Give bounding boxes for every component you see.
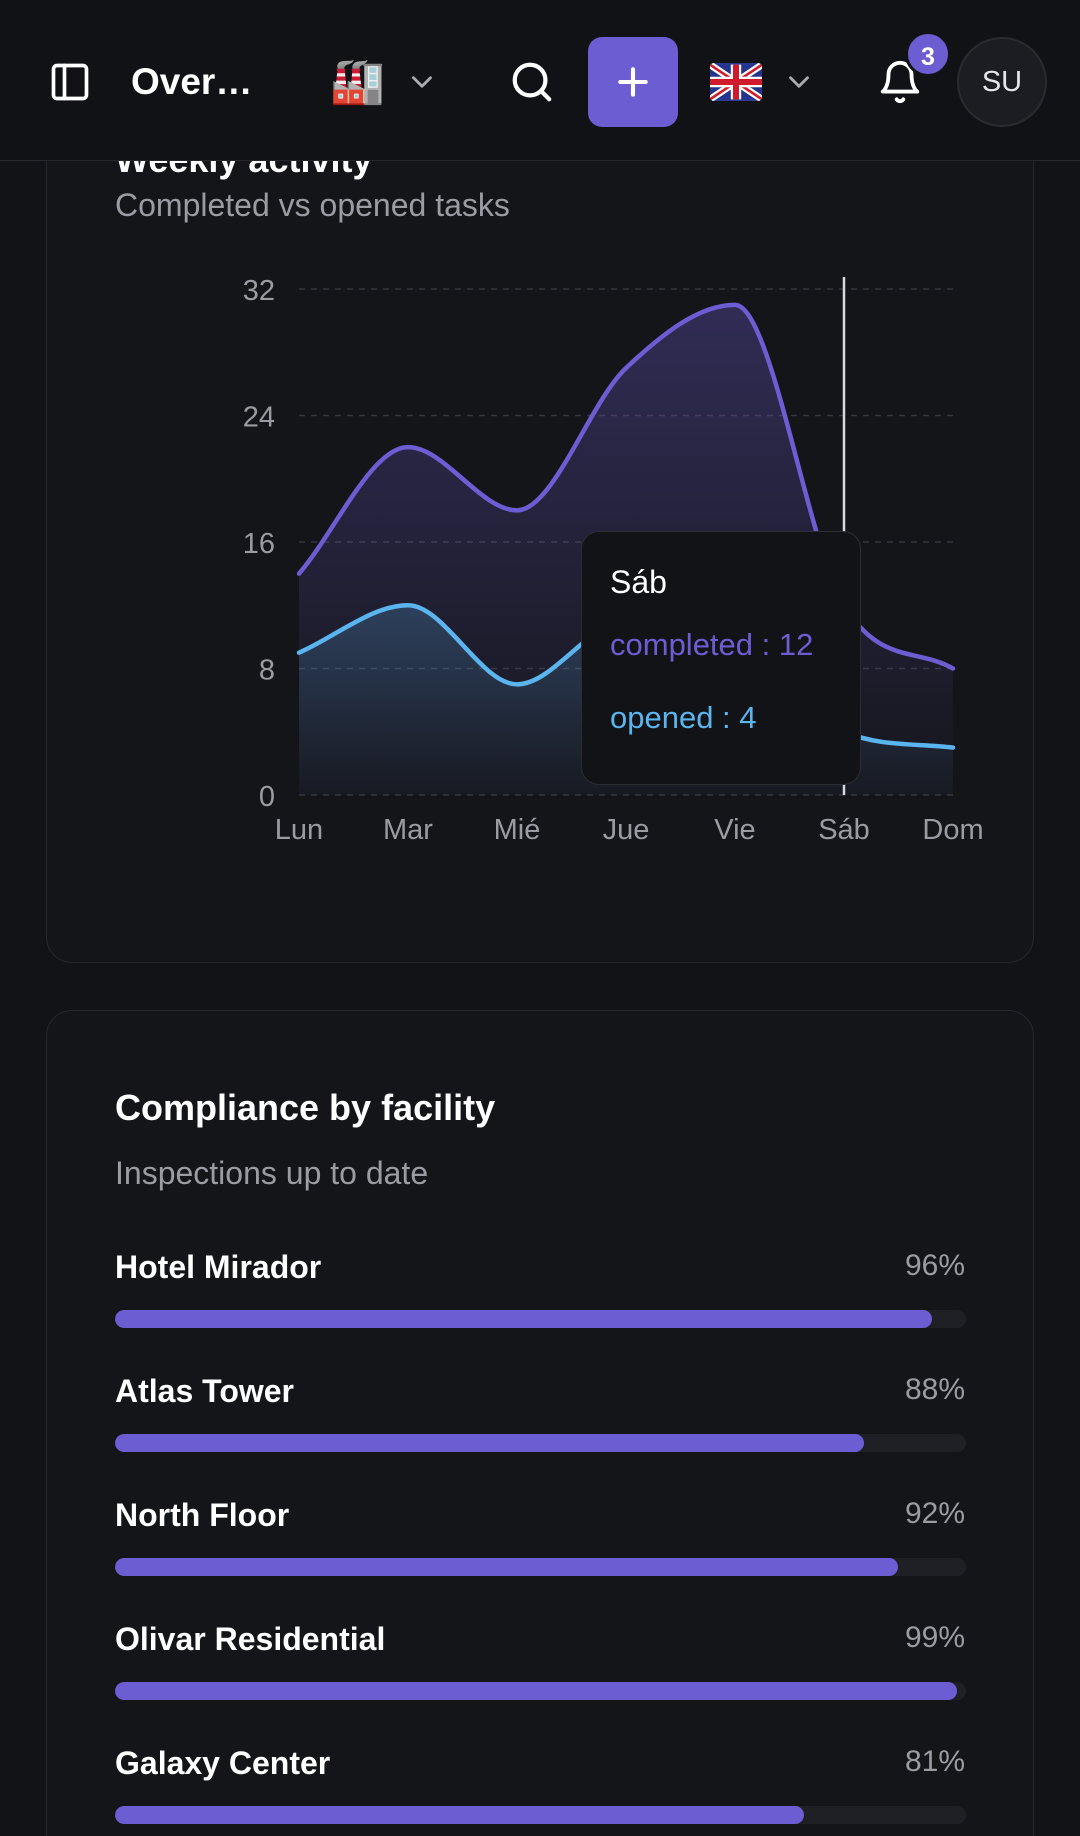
compliance-bar-fill — [115, 1806, 805, 1824]
compliance-bar-track — [115, 1434, 966, 1452]
card-title: Compliance by facility — [115, 1087, 496, 1128]
chevron-down-icon — [789, 76, 809, 88]
y-tick-label: 16 — [243, 528, 275, 560]
compliance-bar-track — [115, 1682, 966, 1700]
y-tick-label: 32 — [243, 275, 275, 307]
search-button[interactable] — [506, 56, 558, 108]
chart-tooltip: Sáb completed : 12 opened : 4 — [581, 531, 861, 785]
facility-name: Olivar Residential — [115, 1621, 386, 1657]
x-tick-label: Sáb — [818, 814, 870, 846]
compliance-percent: 99% — [904, 1621, 965, 1654]
x-tick-label: Jue — [603, 814, 650, 846]
compliance-bar-track — [115, 1310, 966, 1328]
card-subtitle: Inspections up to date — [115, 1155, 429, 1191]
x-tick-label: Vie — [714, 814, 755, 846]
compliance-percent: 88% — [904, 1373, 965, 1406]
plus-icon — [618, 67, 648, 97]
tooltip-day: Sáb — [610, 564, 667, 600]
language-selector[interactable] — [710, 50, 820, 114]
weekly-activity-card: Weekly activity Completed vs opened task… — [46, 100, 1034, 963]
y-tick-label: 0 — [259, 781, 275, 813]
notifications-button[interactable] — [872, 54, 928, 110]
factory-icon: 🏭 — [330, 57, 385, 106]
x-tick-label: Mar — [383, 814, 433, 846]
x-tick-label: Lun — [275, 814, 323, 846]
facility-name: North Floor — [115, 1497, 290, 1533]
compliance-bar-track — [115, 1558, 966, 1576]
top-header: Overview 🏭 — [0, 0, 1080, 161]
page-title: Overview — [131, 61, 271, 102]
weekly-activity-chart[interactable]: 0 8 16 24 32 Lun Mar Mié Jue Vie Sáb Dom — [47, 101, 1035, 964]
compliance-percent: 92% — [904, 1497, 965, 1530]
facility-name: Atlas Tower — [115, 1373, 294, 1409]
card-subtitle: Completed vs opened tasks — [115, 187, 510, 223]
bell-icon — [880, 61, 920, 103]
y-tick-label: 24 — [243, 402, 275, 434]
facility-selector[interactable]: 🏭 — [330, 50, 440, 114]
compliance-percent: 81% — [904, 1745, 965, 1778]
sidebar-icon — [51, 63, 89, 101]
facility-name: Galaxy Center — [115, 1745, 331, 1781]
compliance-percent: 96% — [904, 1249, 965, 1282]
search-icon — [512, 62, 552, 102]
compliance-bar-track — [115, 1806, 966, 1824]
chevron-down-icon — [411, 76, 432, 88]
sidebar-toggle-button[interactable] — [46, 58, 94, 106]
compliance-bar-fill — [115, 1682, 958, 1700]
notification-badge: 3 — [905, 31, 951, 77]
x-tick-label: Mié — [494, 814, 541, 846]
x-tick-label: Dom — [922, 814, 983, 846]
compliance-bar-fill — [115, 1434, 864, 1452]
y-tick-label: 8 — [259, 655, 275, 687]
add-button[interactable] — [588, 37, 678, 127]
user-avatar[interactable]: SU — [957, 37, 1047, 127]
compliance-card: Compliance by facility Inspections up to… — [46, 1010, 1034, 1836]
tooltip-completed: completed : 12 — [610, 627, 814, 662]
facility-name: Hotel Mirador — [115, 1249, 322, 1285]
tooltip-opened: opened : 4 — [610, 700, 757, 735]
uk-flag-icon — [710, 63, 762, 101]
compliance-bar-fill — [115, 1558, 898, 1576]
compliance-bar-fill — [115, 1310, 932, 1328]
